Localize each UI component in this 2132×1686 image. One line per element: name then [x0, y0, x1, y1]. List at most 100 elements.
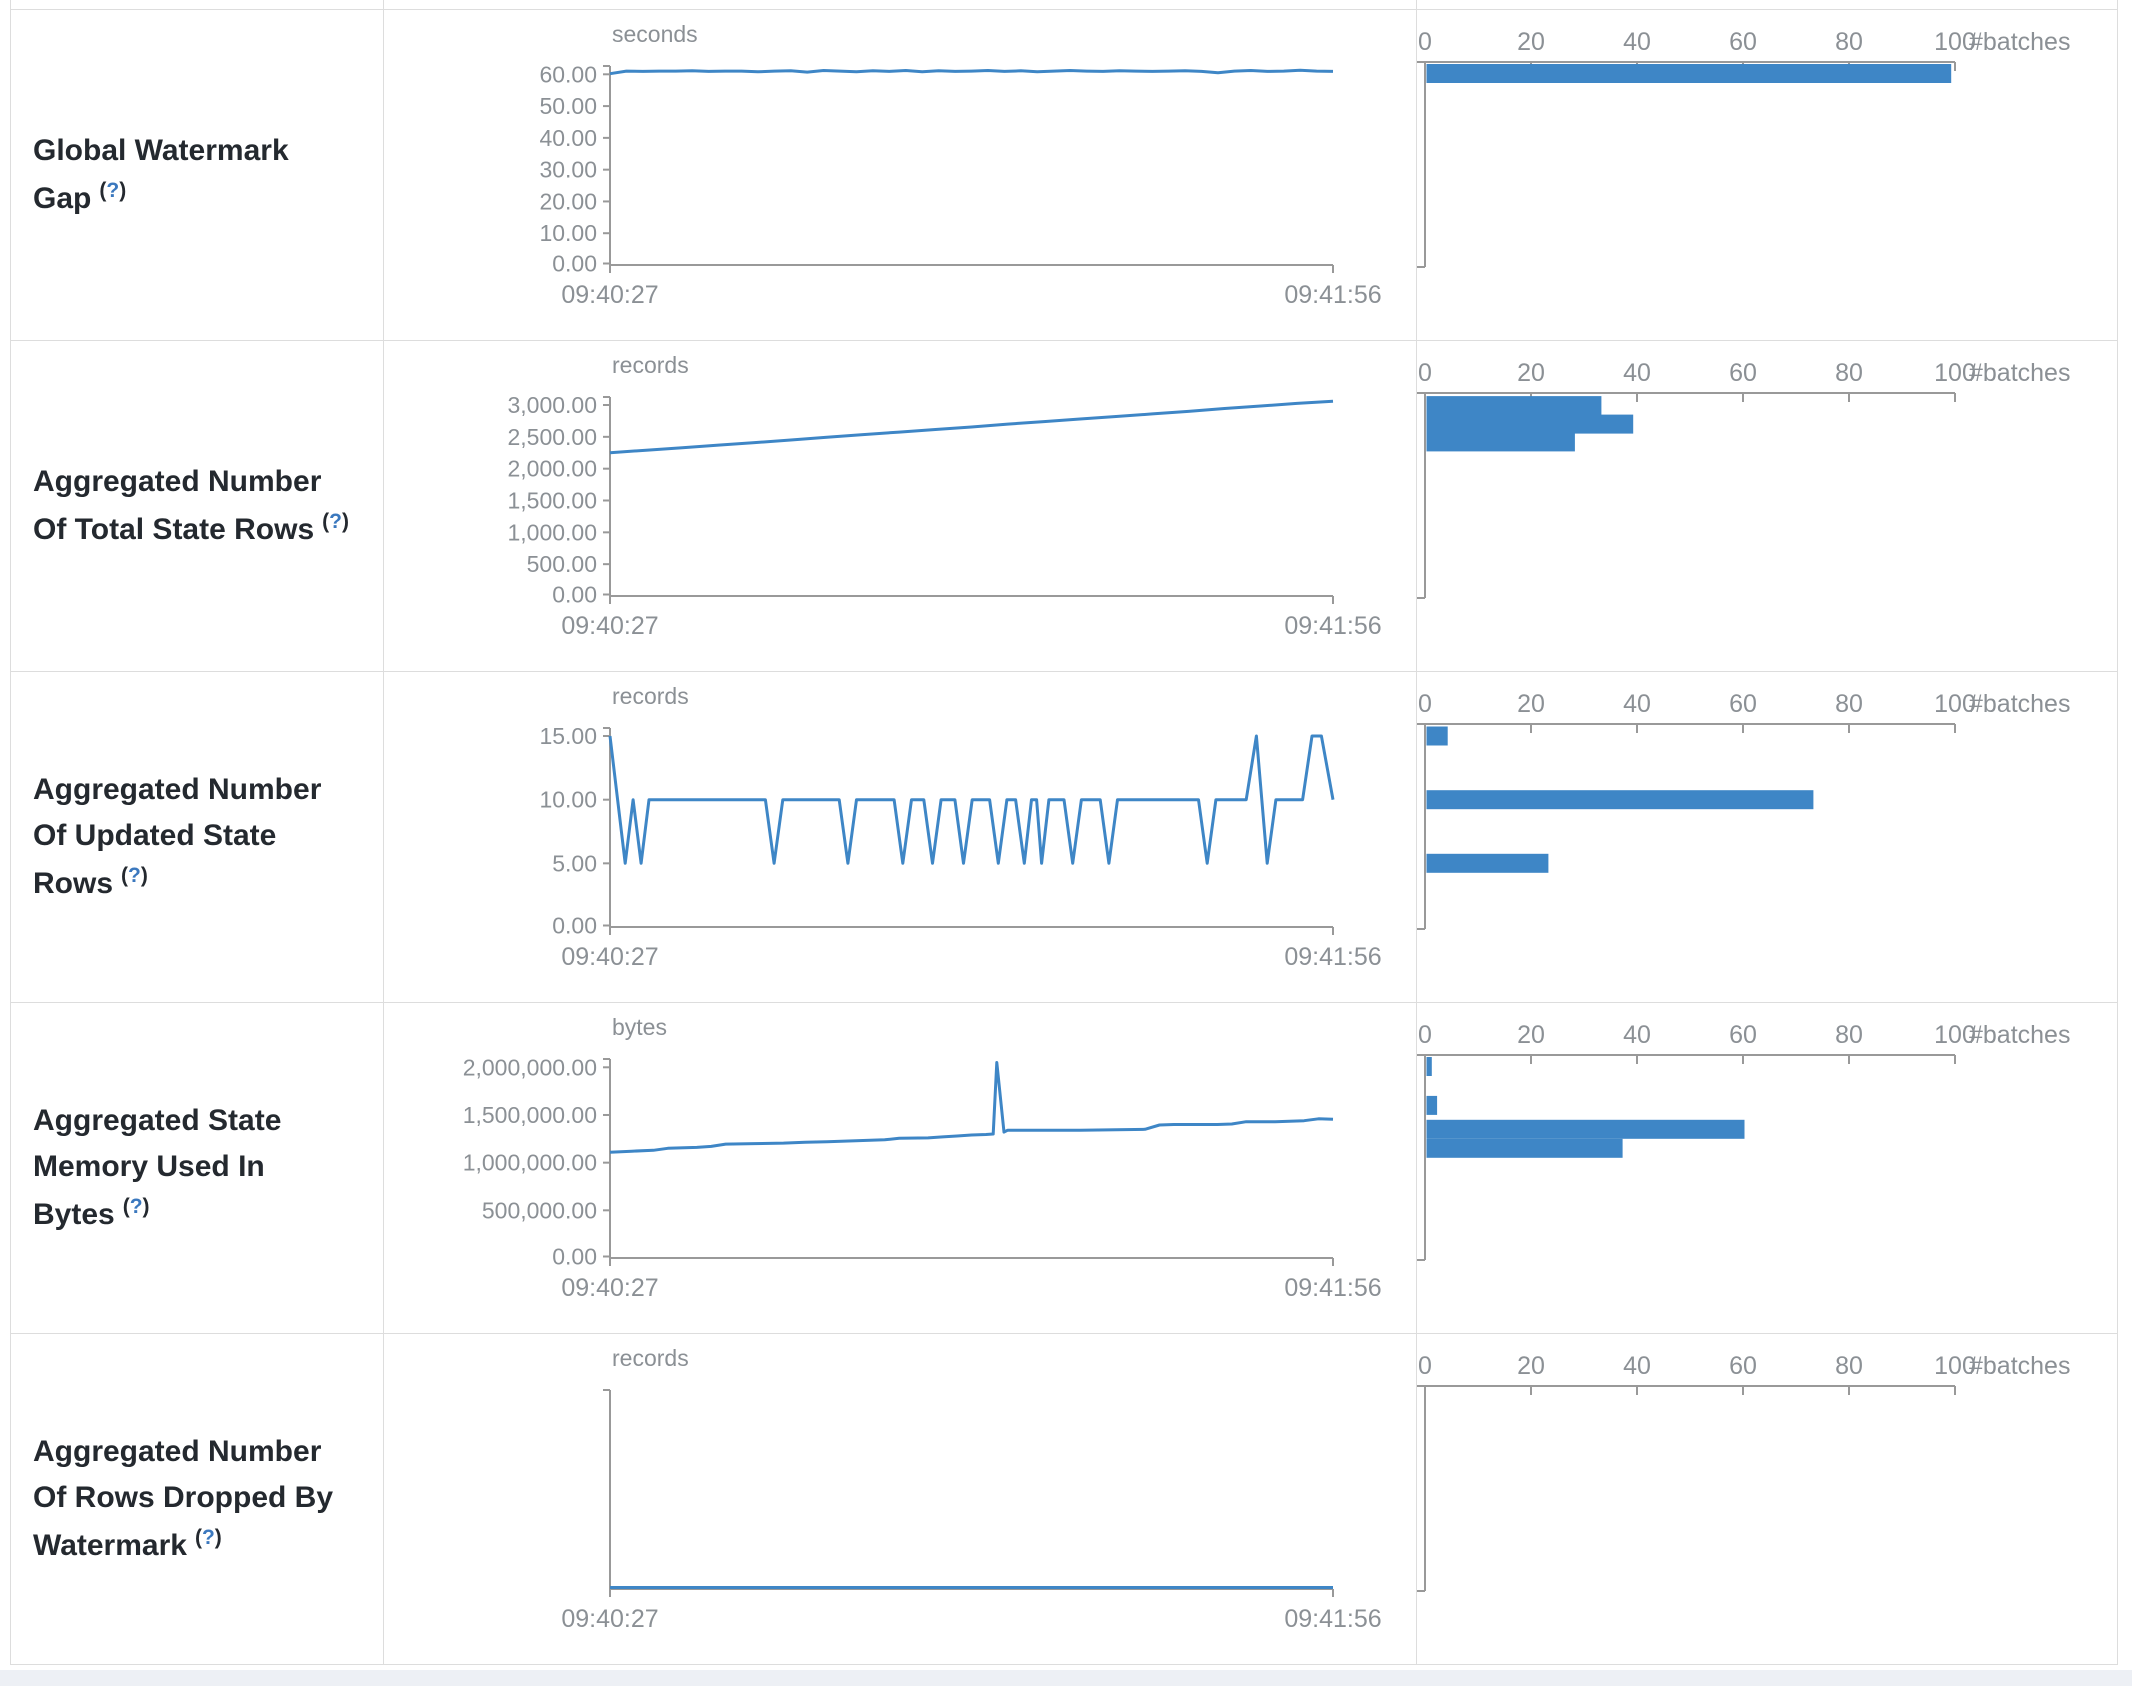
svg-text:#batches: #batches: [1969, 1021, 2070, 1049]
svg-text:#batches: #batches: [1969, 690, 2070, 718]
metric-row-rows-dropped-by-watermark: Aggregated Number Of Rows Dropped By Wat…: [10, 1333, 2118, 1664]
timeline-chart-svg: seconds 60.00 50.00 40.00 30.00 20.00 10.00 0.0…: [539, 21, 1381, 309]
histogram-cell: 0 20 40 60 80 100 #batches: [1417, 10, 2115, 340]
statistics-table-wrapper: Global Watermark Gap (?) seconds 60.00 50.0…: [10, 0, 2118, 1665]
histogram-chart-svg: 0 20 40 60 80 100#batches: [1417, 1352, 2070, 1592]
histogram-cell: 0 20 40 60 80 100 #batches: [1417, 341, 2115, 671]
timeline-cell: records 09:40:27 09:41:56: [384, 1334, 1417, 1664]
timeline-chart-svg: records 09:40:27 09:41:56: [561, 1345, 1381, 1633]
help-paren-close: ): [140, 863, 148, 887]
help-link[interactable]: (?): [322, 510, 349, 533]
svg-text:0: 0: [1418, 359, 1432, 387]
histogram-chart-svg: 0 20 40 60 80 100#batches: [1417, 1021, 2070, 1261]
metric-label-text: Aggregated Number Of Total State Rows: [33, 465, 322, 546]
metric-label-cell: Global Watermark Gap (?): [11, 10, 384, 340]
svg-text:0.00: 0.00: [552, 913, 597, 939]
histogram-cell: 0 20 40 60 80 100 #batches: [1417, 672, 2115, 1002]
svg-text:40.00: 40.00: [539, 125, 597, 151]
svg-text:0: 0: [1418, 690, 1432, 718]
help-link[interactable]: (?): [99, 179, 126, 202]
help-question-icon[interactable]: ?: [128, 863, 141, 887]
svg-text:100: 100: [1934, 1352, 1976, 1380]
svg-text:1,500.00: 1,500.00: [507, 488, 597, 514]
help-paren-close: ): [341, 509, 349, 533]
svg-text:0.00: 0.00: [552, 1244, 597, 1270]
help-question-icon[interactable]: ?: [129, 1194, 143, 1218]
help-question-icon[interactable]: ?: [106, 178, 120, 202]
metric-label: Global Watermark Gap (?): [33, 128, 363, 222]
help-paren-open: (: [194, 1525, 202, 1549]
svg-text:20: 20: [1517, 28, 1545, 56]
timeline-cell: seconds 60.00 50.00 40.00 30.00 20.00 10.00 0.0…: [384, 10, 1417, 340]
svg-text:seconds: seconds: [612, 21, 698, 47]
svg-text:5.00: 5.00: [552, 850, 597, 876]
svg-text:60: 60: [1729, 690, 1757, 718]
svg-text:80: 80: [1835, 690, 1863, 718]
metric-row-updated-state-rows: Aggregated Number Of Updated State Rows(…: [10, 671, 2118, 1002]
histogram-chart-svg: 0 20 40 60 80 100#batches: [1417, 359, 2070, 599]
svg-text:20: 20: [1517, 690, 1545, 718]
svg-text:0: 0: [1418, 28, 1432, 56]
metric-label-cell: Aggregated Number Of Rows Dropped By Wat…: [11, 1334, 384, 1664]
help-paren-open: (: [122, 1194, 130, 1218]
help-link[interactable]: (?): [195, 1526, 222, 1549]
svg-text:40: 40: [1623, 28, 1651, 56]
svg-text:100: 100: [1934, 1021, 1976, 1049]
svg-text:60: 60: [1729, 28, 1757, 56]
help-paren-open: (: [99, 178, 107, 202]
help-paren-open: (: [322, 509, 330, 533]
help-question-icon[interactable]: ?: [201, 1525, 215, 1549]
timeline-chart-svg: records 15.00 10.00 5.00 0.00 09:40:27 09:41:5…: [539, 683, 1381, 971]
svg-text:80: 80: [1835, 359, 1863, 387]
svg-text:09:40:27: 09:40:27: [561, 1274, 658, 1302]
svg-text:60: 60: [1729, 359, 1757, 387]
histogram-cell: 0 20 40 60 80 100 #batches: [1417, 1003, 2115, 1333]
help-paren-open: (: [121, 863, 129, 887]
svg-text:1,500,000.00: 1,500,000.00: [463, 1102, 597, 1128]
metric-row-global-watermark-gap: Global Watermark Gap (?) seconds 60.00 50.0…: [10, 9, 2118, 340]
svg-text:2,000,000.00: 2,000,000.00: [463, 1054, 597, 1080]
svg-text:2,500.00: 2,500.00: [507, 424, 597, 450]
svg-text:0: 0: [1418, 1352, 1432, 1380]
histogram-cell: 0 20 40 60 80 100 #batches: [1417, 1334, 2115, 1664]
histogram-chart-svg: 0 20 40 60 80 100#batches: [1417, 28, 2070, 268]
svg-text:80: 80: [1835, 1352, 1863, 1380]
statistics-table: Global Watermark Gap (?) seconds 60.00 50.0…: [10, 0, 2118, 1665]
svg-text:20.00: 20.00: [539, 188, 597, 214]
metric-row-total-state-rows: Aggregated Number Of Total State Rows (?)…: [10, 340, 2118, 671]
help-link[interactable]: (?): [123, 1195, 150, 1218]
svg-text:bytes: bytes: [612, 1014, 667, 1040]
svg-text:#batches: #batches: [1969, 359, 2070, 387]
previous-row-timeline-cell: [384, 0, 1417, 9]
svg-text:09:41:56: 09:41:56: [1284, 612, 1381, 640]
svg-text:80: 80: [1835, 28, 1863, 56]
svg-text:1,000.00: 1,000.00: [507, 519, 597, 545]
svg-text:60: 60: [1729, 1021, 1757, 1049]
svg-text:0: 0: [1418, 1021, 1432, 1049]
previous-row-label-cell: [11, 0, 384, 9]
svg-text:100: 100: [1934, 359, 1976, 387]
svg-text:09:41:56: 09:41:56: [1284, 943, 1381, 971]
svg-text:20: 20: [1517, 1021, 1545, 1049]
help-paren-close: ): [142, 1194, 150, 1218]
metric-label-text: Global Watermark Gap: [33, 134, 289, 215]
metric-label: Aggregated State Memory Used In Bytes (?): [33, 1098, 363, 1239]
help-link[interactable]: (?): [121, 864, 148, 887]
svg-text:09:41:56: 09:41:56: [1284, 1605, 1381, 1633]
help-question-icon[interactable]: ?: [329, 509, 342, 533]
svg-text:3,000.00: 3,000.00: [507, 392, 597, 418]
metric-label-cell: Aggregated Number Of Updated State Rows(…: [11, 672, 384, 1002]
svg-text:30.00: 30.00: [539, 157, 597, 183]
svg-text:09:40:27: 09:40:27: [561, 943, 658, 971]
svg-text:50.00: 50.00: [539, 93, 597, 119]
svg-text:09:41:56: 09:41:56: [1284, 1274, 1381, 1302]
svg-text:20: 20: [1517, 1352, 1545, 1380]
svg-text:0.00: 0.00: [552, 251, 597, 277]
timeline-chart-svg: records 3,000.00 2,500.00 2,000.00 1,500.00 1…: [507, 352, 1381, 640]
histogram-chart-svg: 0 20 40 60 80 100#batches: [1417, 690, 2070, 930]
metric-label: Aggregated Number Of Rows Dropped By Wat…: [33, 1429, 363, 1570]
svg-text:100: 100: [1934, 28, 1976, 56]
timeline-chart-svg: bytes 2,000,000.00 1,500,000.00 1,000,000.0…: [463, 1014, 1382, 1302]
metric-label-text: Aggregated Number Of Rows Dropped By Wat…: [33, 1434, 334, 1562]
svg-text:15.00: 15.00: [539, 723, 597, 749]
